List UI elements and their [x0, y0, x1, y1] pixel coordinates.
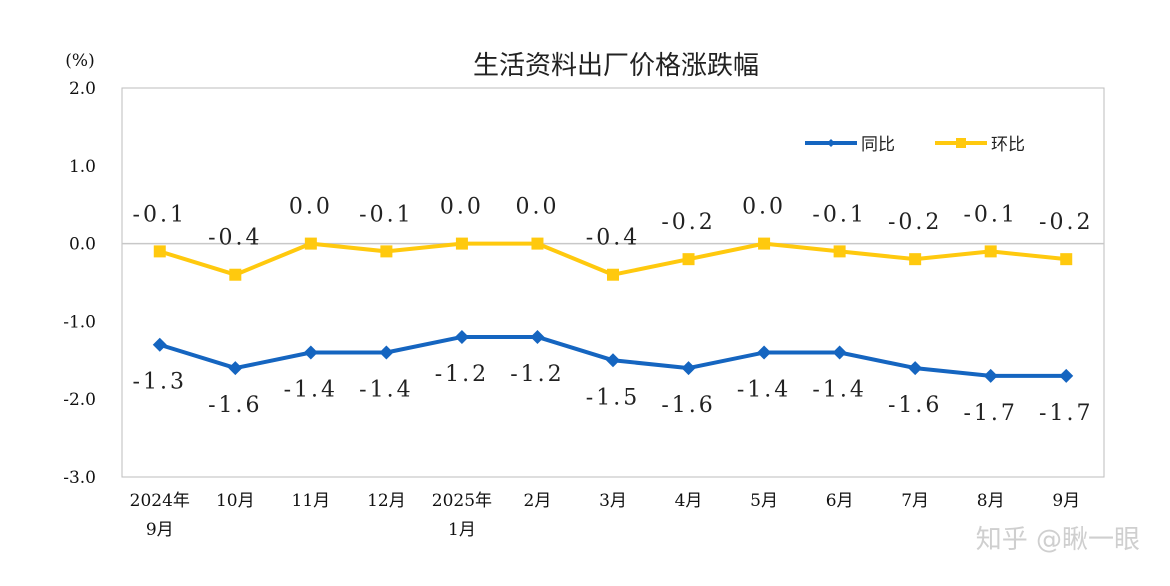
data-label: -1.4	[359, 378, 413, 403]
y-tick-label: -1.0	[63, 312, 96, 332]
data-point	[454, 329, 469, 344]
data-label: -1.4	[812, 378, 866, 403]
plot-area	[121, 87, 1105, 478]
data-label: -1.6	[888, 393, 942, 418]
y-tick-label: 1.0	[69, 157, 96, 177]
data-label: -1.4	[737, 378, 791, 403]
data-point	[152, 337, 167, 352]
data-point	[380, 245, 393, 258]
data-label: -0.2	[888, 210, 942, 235]
legend-marker	[827, 139, 835, 147]
data-label: -1.2	[510, 362, 564, 387]
data-label: 0.0	[742, 195, 786, 220]
x-tick-label: 12月	[367, 491, 406, 511]
y-tick-label: -3.0	[63, 468, 96, 488]
data-point	[1060, 253, 1073, 266]
x-tick-label: 11月	[292, 491, 331, 511]
y-tick-label: 2.0	[69, 79, 96, 99]
data-label: -0.2	[1039, 210, 1093, 235]
series-yoy: -1.3 -1.6 -1.4 -1.4 -1.2 -1.2 -1.5 -1.6 -1.4 -1.4…	[133, 329, 1093, 426]
data-point	[682, 253, 695, 266]
x-tick-label: 2月	[524, 491, 552, 511]
data-point	[304, 237, 317, 250]
x-tick-label: 10月	[216, 491, 255, 511]
data-label: 0.0	[440, 195, 484, 220]
data-point	[984, 245, 997, 258]
data-point	[303, 345, 318, 360]
data-label: -1.2	[435, 362, 489, 387]
data-point	[1059, 368, 1074, 383]
data-label: -1.3	[133, 370, 187, 395]
x-tick-label: 2024年	[130, 491, 190, 511]
data-label: -1.7	[1039, 401, 1093, 426]
y-axis-unit: (%)	[65, 51, 94, 71]
data-point	[455, 237, 468, 250]
data-point	[531, 237, 544, 250]
data-point	[758, 237, 771, 250]
data-point	[606, 353, 620, 368]
data-point	[229, 268, 242, 281]
legend: 同比 环比	[805, 135, 1025, 155]
data-label: 0.0	[289, 195, 333, 220]
data-point	[908, 361, 923, 376]
data-point	[833, 245, 846, 258]
x-tick-label: 4月	[675, 491, 703, 511]
x-tick-label: 3月	[599, 491, 627, 511]
data-label: -1.6	[661, 393, 715, 418]
x-tick-label: 8月	[977, 491, 1005, 511]
data-point	[530, 329, 545, 344]
data-point	[153, 245, 166, 258]
y-tick-label: 0.0	[69, 235, 96, 255]
data-point	[681, 361, 696, 376]
data-label: -0.4	[586, 226, 640, 251]
y-tick-label: -2.0	[63, 390, 96, 410]
data-label: -0.2	[661, 210, 715, 235]
data-label: -0.4	[208, 226, 262, 251]
x-tick-label: 1月	[448, 520, 476, 540]
data-label: -1.4	[284, 378, 338, 403]
data-point	[228, 361, 243, 376]
legend-label: 环比	[991, 135, 1025, 155]
data-point	[379, 345, 394, 360]
data-label: -0.1	[963, 202, 1017, 227]
data-label: -1.6	[208, 393, 262, 418]
legend-marker	[956, 138, 966, 148]
data-point	[909, 253, 922, 266]
x-tick-label: 5月	[750, 491, 778, 511]
watermark: 知乎 @瞅一眼	[976, 525, 1140, 555]
data-point	[983, 368, 998, 383]
data-label: -0.1	[133, 202, 187, 227]
data-label: -0.1	[812, 202, 866, 227]
data-point	[832, 345, 847, 360]
x-tick-label: 6月	[826, 491, 854, 511]
x-tick-label: 7月	[901, 491, 929, 511]
data-label: -1.5	[586, 385, 640, 410]
x-tick-label: 9月	[1052, 491, 1080, 511]
data-point	[757, 345, 772, 360]
data-label: 0.0	[515, 195, 559, 220]
legend-label: 同比	[861, 135, 895, 155]
x-tick-label: 2025年	[432, 491, 492, 511]
data-label: -0.1	[359, 202, 413, 227]
data-label: -1.7	[963, 401, 1017, 426]
chart-title: 生活资料出厂价格涨跌幅	[473, 51, 759, 81]
series-mom: -0.1 -0.4 0.0 -0.1 0.0 0.0 -0.4 -0.2 0.0 -0.1 -0.2…	[133, 195, 1093, 281]
x-tick-label: 9月	[146, 520, 174, 540]
data-point	[607, 268, 619, 281]
